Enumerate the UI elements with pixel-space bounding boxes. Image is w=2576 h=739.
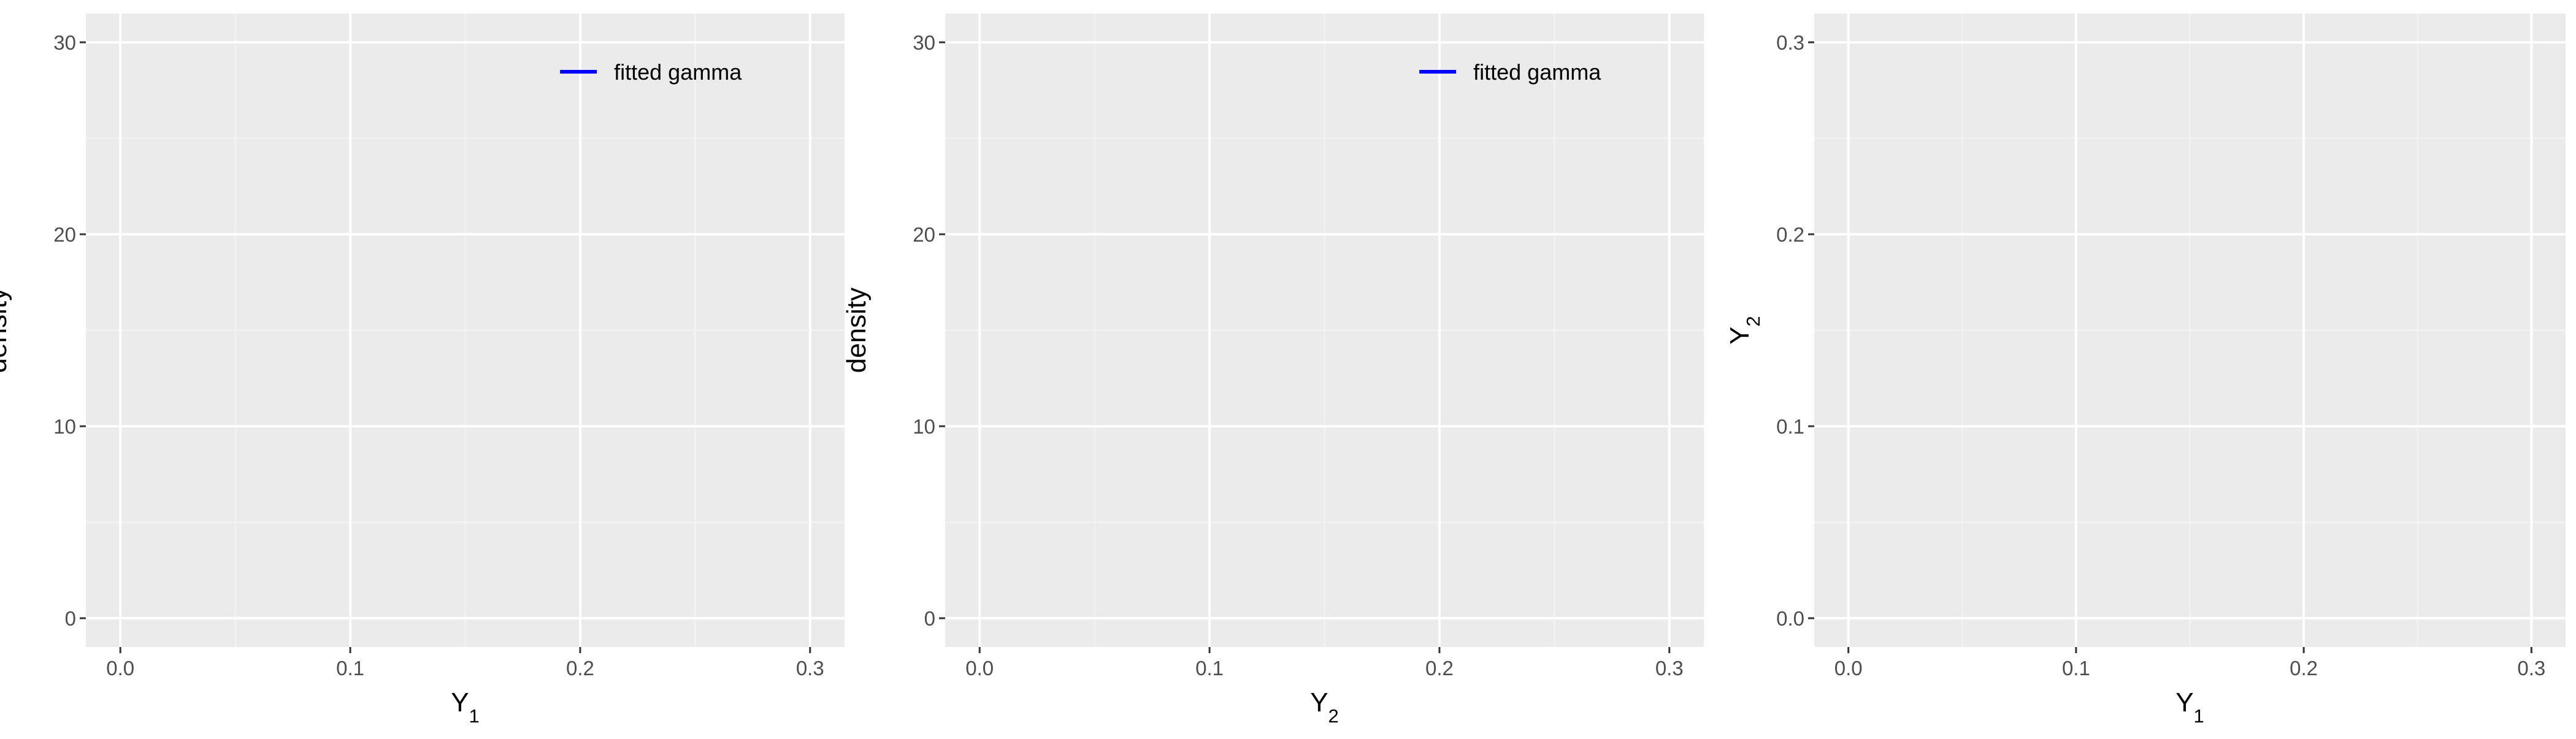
y-tick-label: 0.0 bbox=[1776, 607, 1804, 630]
y-tick-label: 0.3 bbox=[1776, 31, 1804, 54]
x-tick-label: 0.0 bbox=[1834, 657, 1863, 680]
x-tick-label: 0.0 bbox=[106, 657, 134, 680]
x-tick-label: 0.1 bbox=[1195, 657, 1224, 680]
y-tick-label: 0 bbox=[65, 607, 76, 630]
y-tick-label: 0.2 bbox=[1776, 223, 1804, 246]
x-tick-label: 0.3 bbox=[2517, 657, 2545, 680]
x-tick-label: 0.2 bbox=[1425, 657, 1454, 680]
y-axis-title: Y2 bbox=[1725, 316, 1764, 345]
y-tick-label: 20 bbox=[913, 223, 935, 246]
legend-label: fitted gamma bbox=[1473, 59, 1601, 85]
x-tick-label: 0.0 bbox=[965, 657, 994, 680]
y-tick-label: 30 bbox=[53, 31, 76, 54]
x-axis-title: Y1 bbox=[451, 687, 480, 727]
panel-2: 0.0 0.1 0.2 0.3 0 10 20 30 Y2 density fitted gamma bbox=[841, 13, 1704, 727]
x-axis-title-subscript: 2 bbox=[1328, 705, 1339, 727]
x-axis-title-base: Y bbox=[451, 687, 469, 718]
x-tick-label: 0.2 bbox=[2290, 657, 2318, 680]
x-axis-title-subscript: 1 bbox=[2194, 705, 2204, 727]
y-axis-title: density bbox=[841, 288, 872, 373]
legend-label: fitted gamma bbox=[614, 59, 742, 85]
x-axis-title-base: Y bbox=[2175, 687, 2193, 718]
legend: fitted gamma bbox=[560, 59, 742, 85]
y-axis-title: density bbox=[0, 288, 12, 373]
x-axis-title: Y1 bbox=[2175, 687, 2204, 727]
x-tick-label: 0.1 bbox=[2062, 657, 2090, 680]
x-tick-label: 0.2 bbox=[566, 657, 594, 680]
y-tick-label: 20 bbox=[53, 223, 76, 246]
y-axis-title-subscript: 2 bbox=[1742, 316, 1764, 326]
x-axis-title-subscript: 1 bbox=[469, 705, 480, 727]
x-axis-title-base: Y bbox=[1310, 687, 1328, 718]
panel-1: 0.0 0.1 0.2 0.3 0 10 20 30 Y1 density fitted gamma bbox=[0, 13, 845, 727]
x-tick-label: 0.3 bbox=[796, 657, 824, 680]
y-tick-label: 0 bbox=[924, 607, 935, 630]
x-tick-label: 0.3 bbox=[1655, 657, 1684, 680]
x-axis-title: Y2 bbox=[1310, 687, 1339, 727]
y-tick-label: 10 bbox=[913, 415, 935, 438]
y-tick-label: 30 bbox=[913, 31, 935, 54]
y-tick-label: 0.1 bbox=[1776, 415, 1804, 438]
y-axis-title-base: Y bbox=[1725, 326, 1755, 344]
x-tick-label: 0.1 bbox=[336, 657, 364, 680]
y-tick-label: 10 bbox=[53, 415, 76, 438]
legend: fitted gamma bbox=[1419, 59, 1601, 85]
